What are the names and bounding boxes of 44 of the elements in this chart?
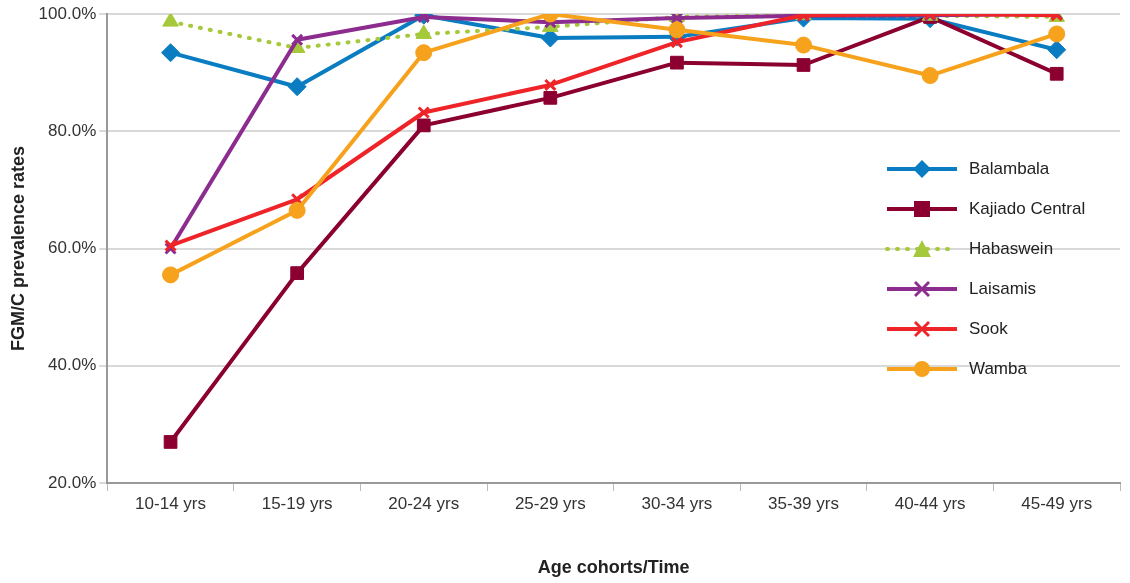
legend-label: Sook xyxy=(969,318,1008,339)
point xyxy=(543,78,557,92)
point xyxy=(162,266,180,284)
legend-label: Laisamis xyxy=(969,278,1037,299)
point xyxy=(416,118,431,133)
point xyxy=(287,77,307,97)
x-tick-label: 20-24 yrs xyxy=(388,493,460,513)
point xyxy=(290,192,304,206)
point xyxy=(670,55,684,70)
point xyxy=(161,43,181,63)
point xyxy=(670,35,684,49)
point xyxy=(163,435,178,449)
point xyxy=(795,36,813,54)
point xyxy=(288,201,306,219)
point xyxy=(543,90,558,105)
point xyxy=(290,266,305,280)
point xyxy=(1049,66,1064,81)
point xyxy=(1048,25,1066,43)
legend-label: Kajiado Central xyxy=(969,198,1086,219)
y-tick-label: 80.0% xyxy=(48,120,97,140)
y-tick-label: 40.0% xyxy=(48,355,97,375)
x-tick-label: 10-14 yrs xyxy=(135,493,206,513)
point xyxy=(415,44,433,62)
point xyxy=(921,67,939,85)
y-tick-label: 60.0% xyxy=(48,238,97,258)
x-tick-label: 30-34 yrs xyxy=(641,493,713,513)
point xyxy=(162,14,179,27)
legend-label: Balambala xyxy=(969,158,1050,179)
x-tick-label: 35-39 yrs xyxy=(768,493,839,513)
y-tick-label: 20.0% xyxy=(48,472,97,492)
x-tick-label: 40-44 yrs xyxy=(894,493,966,513)
x-tick-label: 45-49 yrs xyxy=(1021,493,1093,513)
point xyxy=(796,58,811,72)
x-tick-label: 15-19 yrs xyxy=(261,493,333,513)
point xyxy=(668,21,686,39)
y-tick-label: 100.0% xyxy=(38,3,97,23)
legend-label: Wamba xyxy=(969,358,1027,379)
point xyxy=(1047,40,1067,60)
y-axis-title: FGM/C prevalence rates xyxy=(7,145,28,352)
point xyxy=(290,33,304,47)
x-axis-title: Age cohorts/Time xyxy=(537,557,690,578)
legend-label: Habaswein xyxy=(969,238,1054,259)
x-tick-label: 25-29 yrs xyxy=(514,493,586,513)
point xyxy=(417,106,431,119)
